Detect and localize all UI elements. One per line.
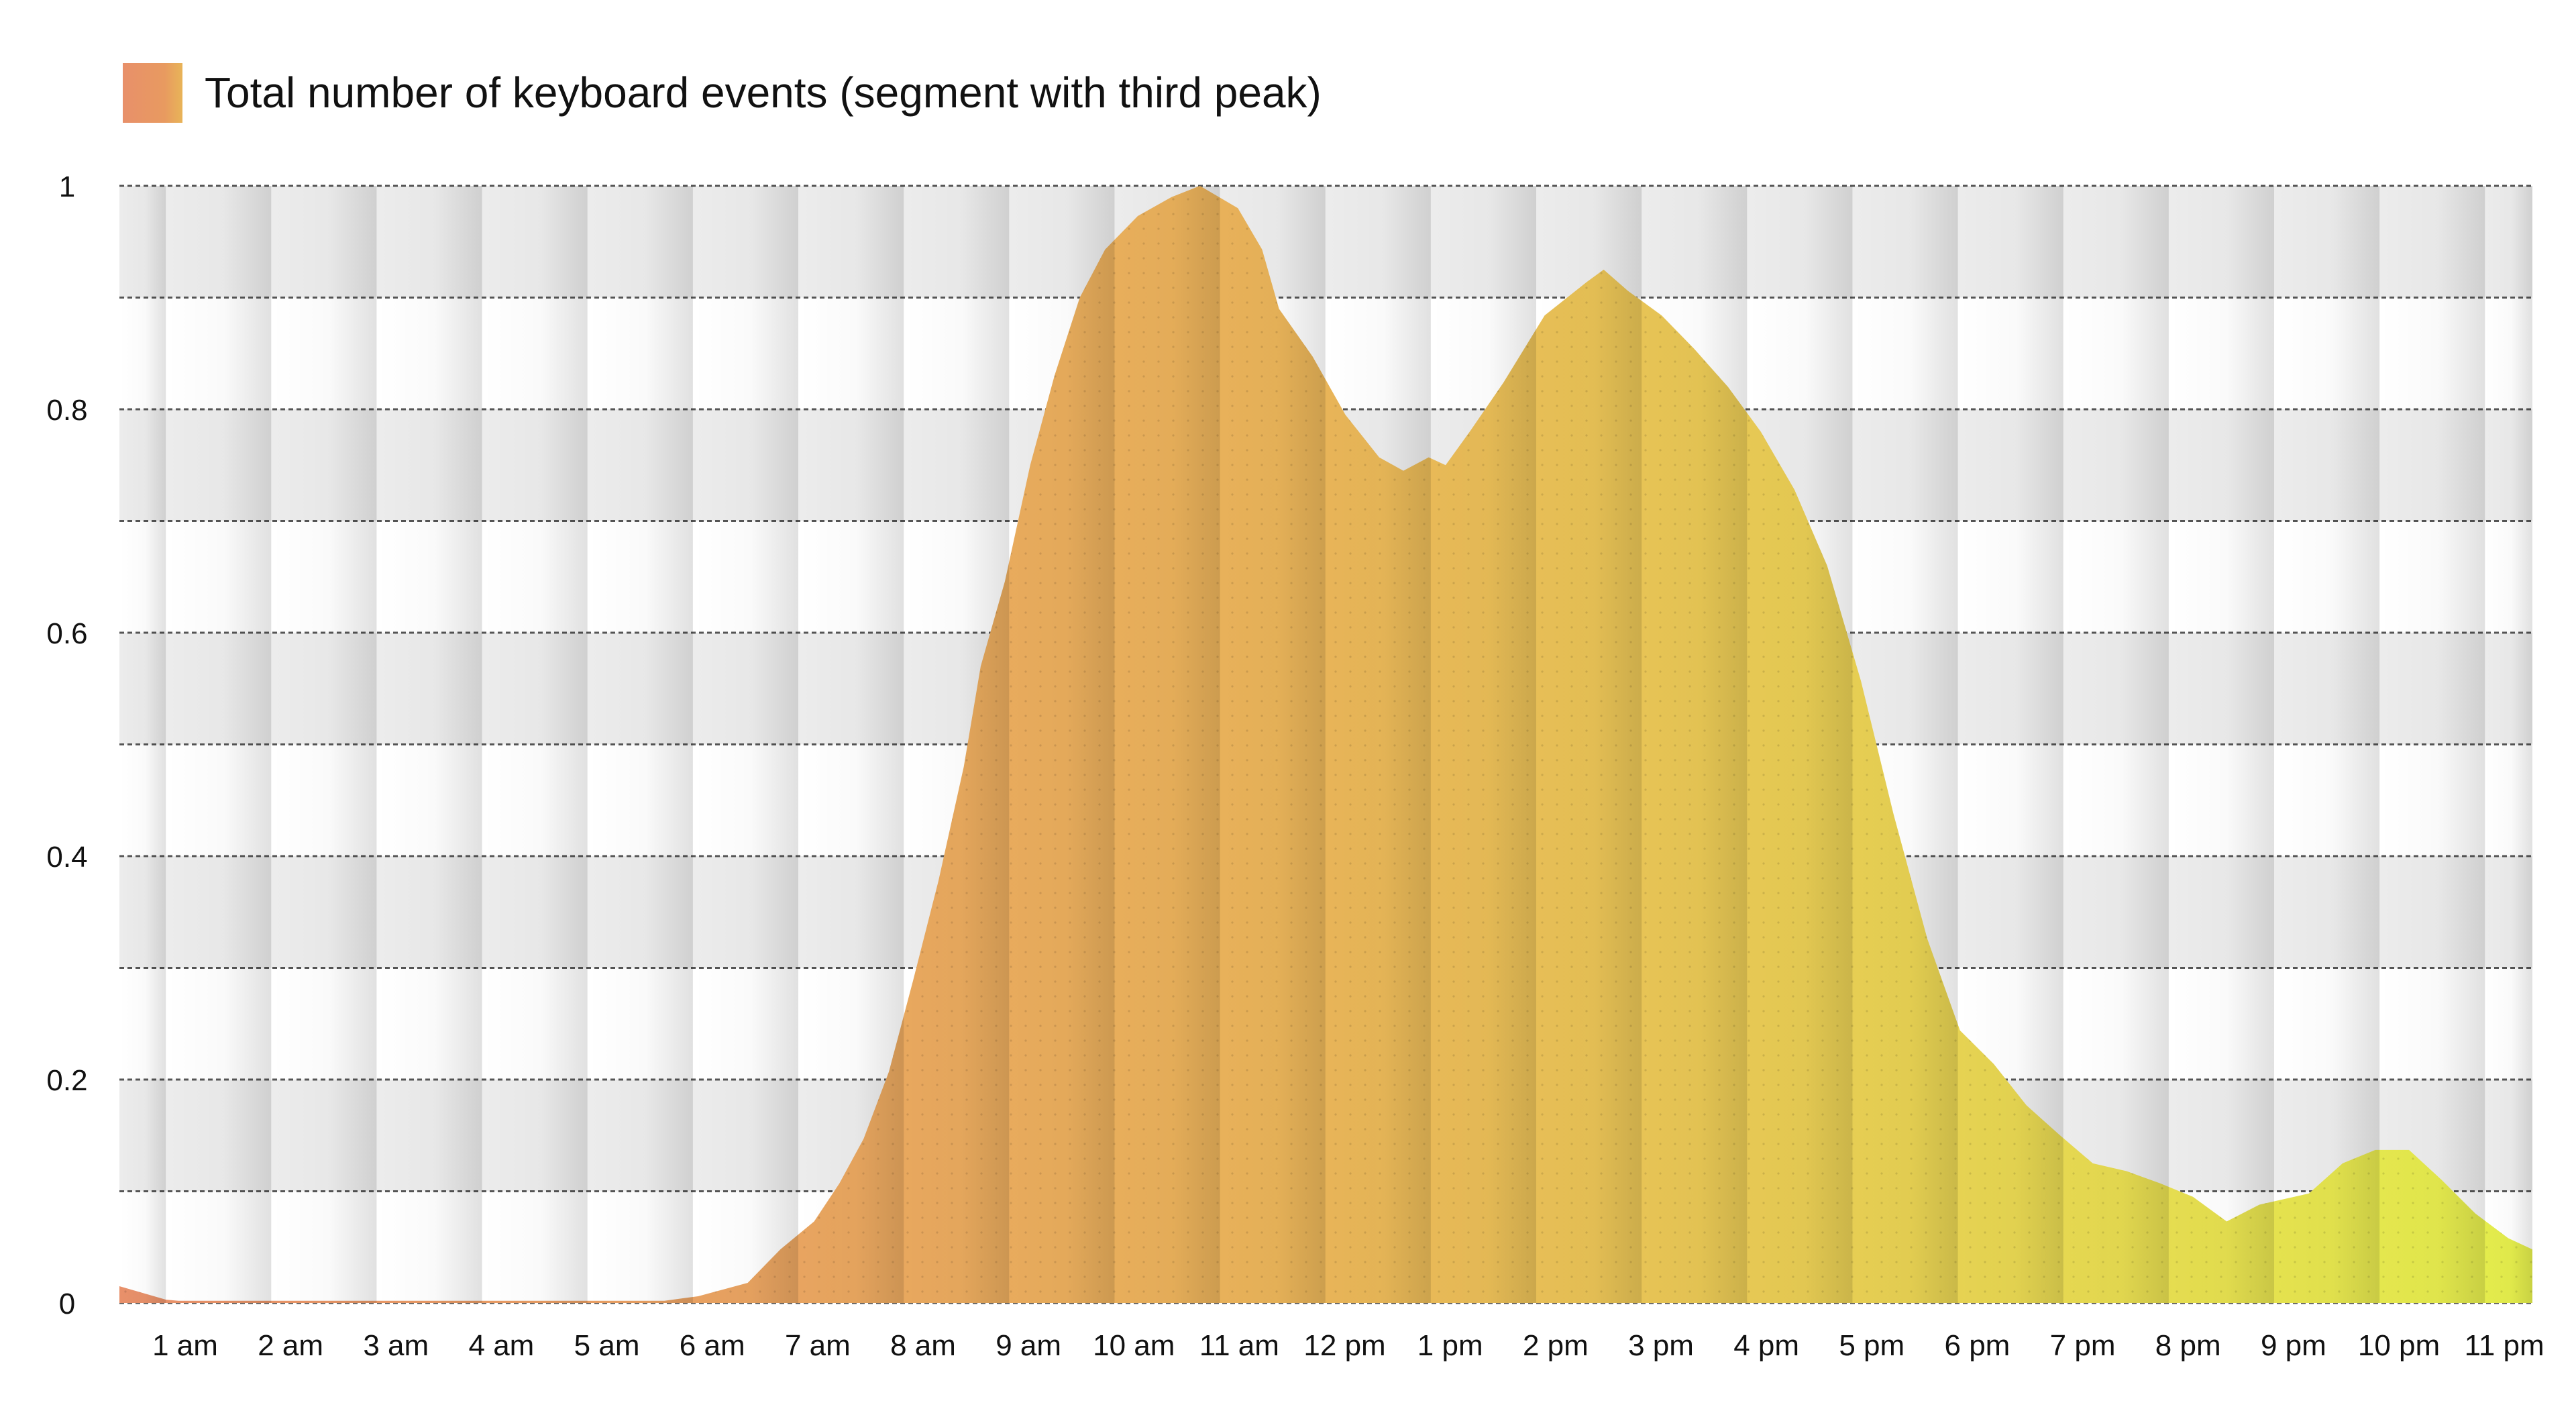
x-tick-label: 6 am (680, 1329, 745, 1362)
column-band (2485, 186, 2532, 1303)
y-tick-label: 1 (59, 170, 75, 203)
x-tick-label: 10 pm (2358, 1329, 2440, 1362)
column-band (904, 186, 1010, 1303)
column-band (2168, 186, 2274, 1303)
column-band (1957, 186, 2063, 1303)
x-tick-label: 8 pm (2155, 1329, 2221, 1362)
column-band (1220, 186, 1326, 1303)
column-band (271, 186, 377, 1303)
x-tick-label: 4 pm (1733, 1329, 1799, 1362)
x-tick-label: 5 am (574, 1329, 640, 1362)
x-tick-label: 2 am (258, 1329, 323, 1362)
x-tick-label: 2 pm (1523, 1329, 1589, 1362)
x-tick-label: 3 pm (1628, 1329, 1694, 1362)
x-tick-label: 7 am (785, 1329, 851, 1362)
x-tick-label: 10 am (1093, 1329, 1175, 1362)
column-bands (119, 186, 2532, 1303)
y-tick-label: 0.2 (46, 1064, 87, 1097)
x-tick-label: 9 pm (2261, 1329, 2326, 1362)
x-tick-label: 9 am (996, 1329, 1061, 1362)
column-band (798, 186, 904, 1303)
column-band (1325, 186, 1431, 1303)
column-band (1747, 186, 1853, 1303)
legend-label: Total number of keyboard events (segment… (205, 68, 1322, 117)
legend: Total number of keyboard events (segment… (123, 63, 1322, 123)
x-tick-label: 1 am (152, 1329, 218, 1362)
column-band (1114, 186, 1220, 1303)
column-band (587, 186, 693, 1303)
y-tick-label: 0.4 (46, 841, 87, 874)
x-tick-label: 7 pm (2050, 1329, 2116, 1362)
x-tick-label: 12 pm (1303, 1329, 1385, 1362)
column-band (1642, 186, 1748, 1303)
y-axis: 0 0.2 0.4 0.6 0.8 1 (46, 170, 87, 1320)
column-band (2063, 186, 2169, 1303)
column-band (482, 186, 588, 1303)
x-tick-label: 4 am (469, 1329, 535, 1362)
x-tick-label: 3 am (363, 1329, 429, 1362)
column-band (1852, 186, 1958, 1303)
x-axis: 1 am 2 am 3 am 4 am 5 am 6 am 7 am 8 am 9 am 10 a… (152, 1329, 2544, 1362)
x-tick-label: 11 pm (2465, 1329, 2544, 1362)
column-band (1430, 186, 1536, 1303)
column-band (692, 186, 798, 1303)
x-tick-label: 5 pm (1839, 1329, 1904, 1362)
x-tick-label: 11 am (1199, 1329, 1279, 1362)
column-band (1009, 186, 1115, 1303)
column-band (2379, 186, 2485, 1303)
column-band (119, 186, 166, 1303)
y-tick-label: 0.8 (46, 394, 87, 427)
column-band (2274, 186, 2380, 1303)
y-tick-label: 0 (59, 1288, 75, 1320)
x-tick-label: 1 pm (1417, 1329, 1483, 1362)
column-band (1536, 186, 1642, 1303)
x-tick-label: 6 pm (1945, 1329, 2010, 1362)
column-band (166, 186, 272, 1303)
y-tick-label: 0.6 (46, 617, 87, 650)
x-tick-label: 8 am (890, 1329, 956, 1362)
legend-swatch (123, 63, 182, 123)
column-band (376, 186, 482, 1303)
